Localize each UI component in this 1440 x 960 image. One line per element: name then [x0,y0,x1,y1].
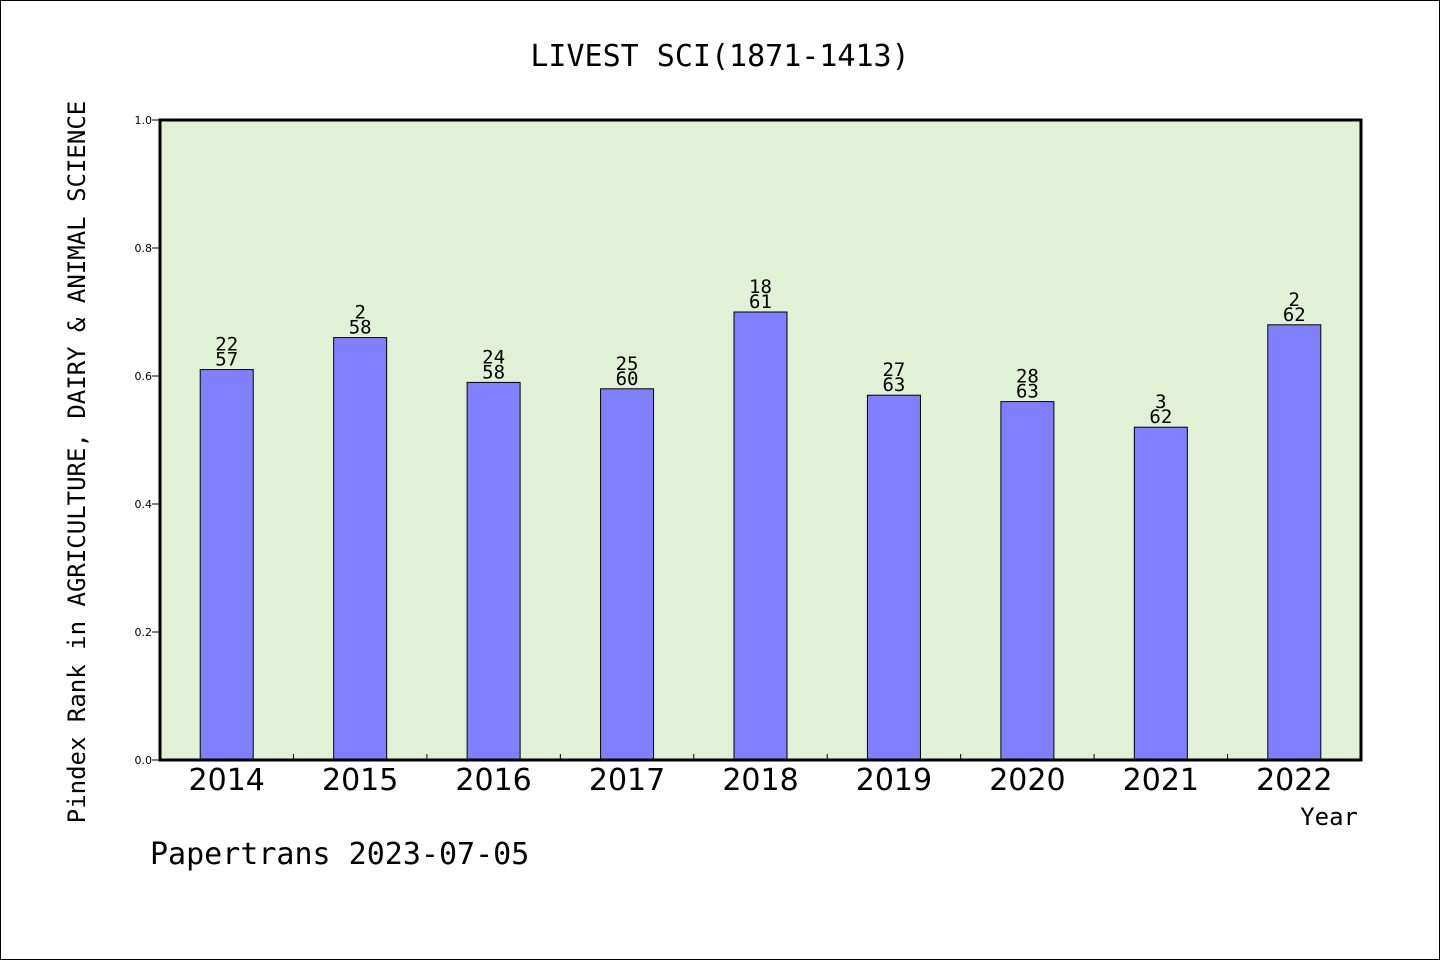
y-tick-label: 0.4 [135,498,153,511]
footer-credit: Papertrans 2023-07-05 [150,837,529,872]
bar-rank-label: 24 [482,346,505,368]
plot-border [158,118,1363,762]
bar [1133,426,1188,761]
y-tick-label: 0.8 [135,242,153,255]
y-tick-label: 0.2 [135,626,153,639]
x-tick-label: 2022 [1256,763,1332,798]
y-tick-label: 1.0 [135,114,153,127]
bar-total-label: 57 [215,349,238,371]
bar-rank-label: 18 [749,276,772,298]
x-tick-label: 2014 [189,763,265,798]
x-tick-label: 2016 [455,763,531,798]
y-axis-label: Pindex Rank in AGRICULTURE, DAIRY & ANIM… [63,101,91,823]
bar-total-label: 58 [482,361,505,383]
bar-rank-label: 2 [1289,289,1300,311]
x-axis: 2014 2015 2016 2017 2018 2019 2020 2021 2022 [189,754,1332,798]
bar-total-label: 58 [349,317,372,339]
bar-total-label: 60 [616,368,639,390]
x-tick-label: 2019 [856,763,932,798]
bar-rank-label: 25 [616,353,639,375]
x-tick-label: 2020 [989,763,1065,798]
chart-title: LIVEST SCI(1871-1413) [530,39,909,74]
x-tick-label: 2017 [589,763,665,798]
bar-total-label: 61 [749,291,772,313]
bar-total-label: 63 [1016,381,1039,403]
bar-rank-label: 2 [354,302,365,324]
bar [733,311,788,761]
bar-rank-label: 28 [1016,366,1039,388]
bar [199,369,254,761]
bar-total-label: 63 [882,374,905,396]
y-axis: 0.0 0.2 0.4 0.6 0.8 1.0 [135,114,160,767]
bar-total-label: 62 [1283,304,1306,326]
bar [600,388,655,761]
bar-rank-label: 22 [215,334,238,356]
bar-total-label: 62 [1149,406,1172,428]
y-tick-label: 0.0 [135,754,153,767]
x-tick-label: 2015 [322,763,398,798]
y-tick-label: 0.6 [135,370,153,383]
x-tick-label: 2018 [722,763,798,798]
bar-rank-label: 3 [1155,391,1166,413]
x-axis-label: Year [1300,803,1358,831]
x-tick-label: 2021 [1123,763,1199,798]
bar [333,337,388,761]
bar [1000,401,1055,761]
bar-rank-label: 27 [882,359,905,381]
bar [1267,324,1322,761]
bar [866,394,921,761]
bar [466,381,521,761]
